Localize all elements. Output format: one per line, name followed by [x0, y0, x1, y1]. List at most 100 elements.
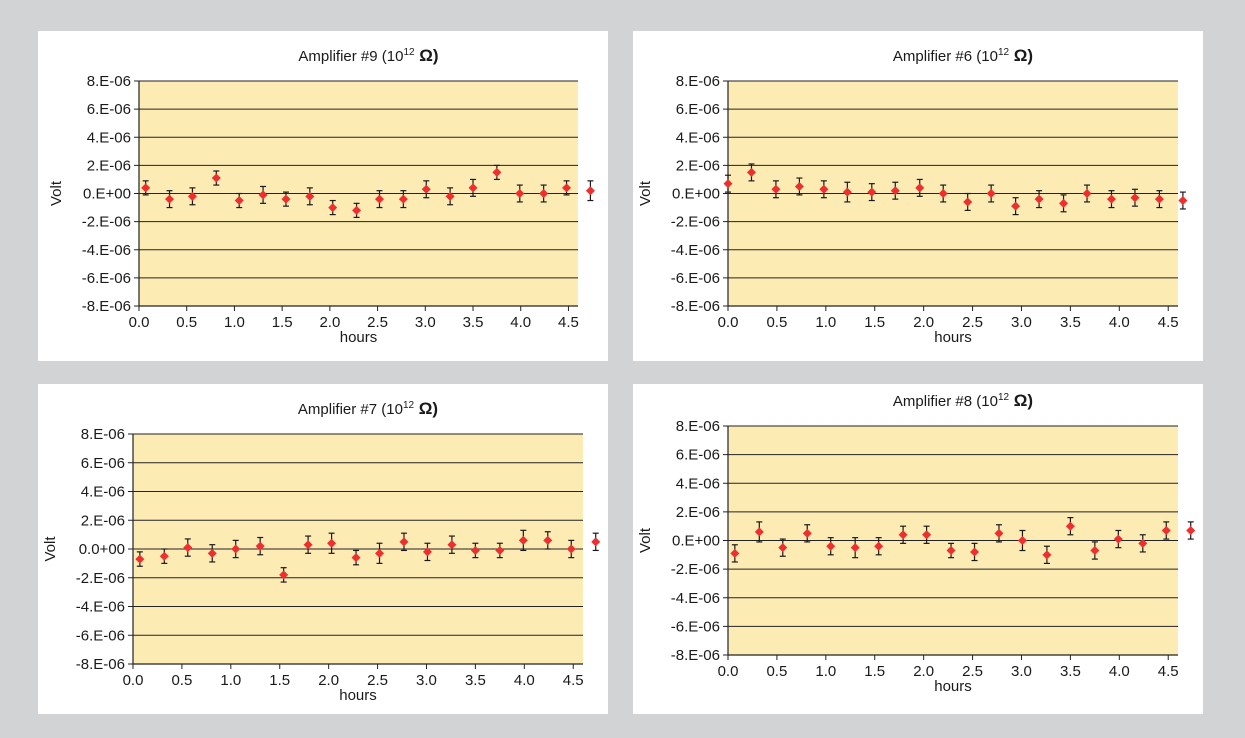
data-point	[231, 544, 241, 554]
y-tick-label: -6.E-06	[82, 270, 131, 287]
x-tick-label: 3.0	[416, 672, 437, 689]
y-tick-label: -8.E-06	[671, 298, 720, 315]
data-point	[1130, 193, 1140, 203]
y-tick-label: 4.E-06	[676, 475, 720, 492]
x-tick-label: 0.0	[129, 314, 150, 331]
x-axis-title: hours	[339, 687, 377, 704]
data-point	[495, 545, 505, 555]
data-point	[447, 540, 457, 550]
data-point	[281, 194, 291, 204]
y-tick-label: 0.E+00	[672, 186, 720, 203]
x-tick-label: 4.5	[558, 314, 579, 331]
data-point	[327, 538, 337, 548]
data-point	[492, 167, 502, 177]
data-point	[1034, 194, 1044, 204]
data-point	[850, 543, 860, 553]
y-tick-label: -8.E-06	[76, 656, 125, 673]
y-tick-label: -8.E-06	[82, 298, 131, 315]
x-tick-label: 2.5	[962, 663, 983, 680]
chart-amp8: 8.E-06 6.E-06 4.E-06 2.E-06 0.E+00 -2.E-06 -4.…	[637, 391, 1196, 695]
data-point	[802, 528, 812, 538]
x-tick-label: 1.0	[815, 314, 836, 331]
x-tick-label: 2.0	[319, 314, 340, 331]
data-point	[778, 543, 788, 553]
data-point	[1138, 538, 1148, 548]
data-point	[135, 554, 145, 564]
x-tick-label: 0.0	[718, 314, 739, 331]
x-tick-label: 2.0	[913, 663, 934, 680]
data-point	[351, 553, 361, 563]
data-point	[211, 173, 221, 183]
x-tick-label: 3.5	[1060, 663, 1081, 680]
data-point	[183, 543, 193, 553]
data-point	[915, 183, 925, 193]
data-point	[518, 535, 528, 545]
y-tick-label: 6.E-06	[81, 455, 125, 472]
data-point	[141, 183, 151, 193]
x-axis-title: hours	[934, 329, 972, 346]
data-point	[730, 548, 740, 558]
data-point	[255, 541, 265, 551]
data-point	[922, 530, 932, 540]
x-axis-title: hours	[934, 678, 972, 695]
x-tick-label: 1.5	[269, 672, 290, 689]
x-tick-label: 3.0	[1011, 663, 1032, 680]
data-point	[723, 179, 733, 189]
x-tick-label: 0.5	[766, 314, 787, 331]
data-point	[898, 530, 908, 540]
x-tick-label: 4.0	[1109, 663, 1130, 680]
x-tick-label: 2.0	[318, 672, 339, 689]
y-tick-label: -4.E-06	[82, 242, 131, 259]
data-point	[375, 548, 385, 558]
x-tick-label: 1.5	[864, 314, 885, 331]
data-point	[794, 181, 804, 191]
x-tick-label: 3.5	[463, 314, 484, 331]
data-point	[1042, 550, 1052, 560]
data-point	[1106, 194, 1116, 204]
data-point	[515, 189, 525, 198]
data-point	[470, 545, 480, 555]
data-point	[1186, 525, 1196, 535]
data-point	[399, 537, 409, 547]
data-point	[1011, 201, 1021, 211]
data-point	[746, 167, 756, 177]
data-point	[421, 184, 431, 194]
data-point	[867, 187, 877, 197]
x-tick-label: 2.5	[367, 314, 388, 331]
x-tick-label: 4.0	[1109, 314, 1130, 331]
y-tick-label: -4.E-06	[671, 590, 720, 607]
x-tick-label: 4.5	[1158, 314, 1179, 331]
data-point	[970, 547, 980, 557]
data-point	[994, 528, 1004, 538]
y-tick-label: -8.E-06	[671, 647, 720, 664]
x-tick-label: 1.0	[224, 314, 245, 331]
data-point	[874, 541, 884, 551]
y-tick-label: -6.E-06	[671, 270, 720, 287]
x-axis-title: hours	[340, 329, 378, 346]
data-point	[187, 191, 197, 201]
chart-amp9: 8.E-06 6.E-06 4.E-06 2.E-06 0.E+00 -2.E-06 -4.…	[48, 46, 595, 346]
data-point	[303, 540, 313, 550]
data-point	[1082, 189, 1092, 198]
y-tick-label: 0.E+00	[83, 186, 131, 203]
y-tick-label: 2.E-06	[676, 157, 720, 174]
data-point	[352, 205, 362, 215]
data-point	[305, 191, 315, 201]
y-tick-label: 2.E-06	[676, 504, 720, 521]
y-tick-label: 8.E-06	[87, 73, 131, 90]
data-point	[562, 183, 572, 193]
data-point	[771, 184, 781, 194]
chart-panel-amp8: 8.E-06 6.E-06 4.E-06 2.E-06 0.E+00 -2.E-06 -4.…	[633, 384, 1203, 714]
data-point	[468, 183, 478, 193]
chart-panel-amp9: 8.E-06 6.E-06 4.E-06 2.E-06 0.E+00 -2.E-06 -4.…	[38, 31, 608, 361]
y-tick-label: -6.E-06	[76, 627, 125, 644]
y-tick-label: -4.E-06	[76, 599, 125, 616]
data-point	[258, 190, 268, 200]
y-tick-label: -6.E-06	[671, 618, 720, 635]
data-point	[1017, 536, 1027, 545]
data-point	[328, 203, 338, 213]
y-tick-label: 4.E-06	[81, 484, 125, 501]
data-point	[566, 544, 576, 554]
x-tick-label: 4.5	[1158, 663, 1179, 680]
y-tick-label: 6.E-06	[676, 447, 720, 464]
